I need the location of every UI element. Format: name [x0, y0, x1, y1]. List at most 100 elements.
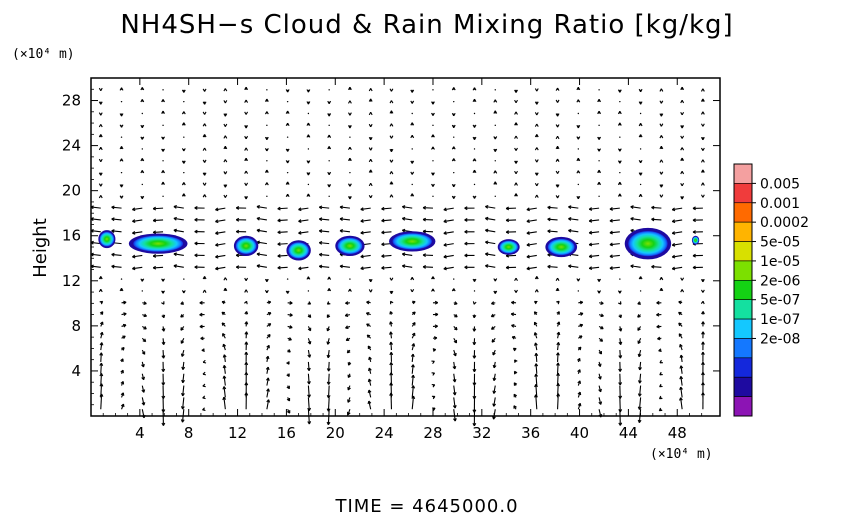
wind-vector-head	[505, 230, 510, 235]
wind-vector-head	[244, 99, 249, 103]
wind-vector-head	[472, 355, 477, 359]
wind-vector-head	[235, 206, 240, 210]
wind-vector-head	[568, 228, 572, 233]
wind-vector	[182, 361, 185, 370]
wind-vector-head	[223, 159, 228, 163]
wind-vector-head	[266, 399, 271, 403]
wind-vector-head	[679, 397, 683, 401]
wind-vector-head	[451, 112, 456, 117]
wind-vector-head	[679, 386, 683, 391]
wind-vector-head	[443, 254, 447, 259]
wind-vector	[173, 229, 184, 233]
colorbar-label: 0.005	[760, 176, 800, 192]
wind-vector	[598, 397, 602, 405]
wind-vector-head	[401, 228, 406, 233]
wind-vector-head	[161, 99, 165, 103]
wind-vector-head	[597, 181, 602, 186]
wind-vector-head	[659, 383, 663, 388]
wind-vector-head	[598, 350, 603, 355]
wind-vector	[672, 219, 683, 223]
wind-vector-head	[618, 328, 623, 332]
wind-vector-head	[202, 289, 207, 293]
wind-vector-head	[264, 278, 269, 283]
wind-vector-head	[638, 172, 643, 176]
wind-vector-head	[701, 351, 705, 355]
wind-vector-head	[680, 100, 685, 104]
wind-vector-head	[618, 341, 623, 345]
y-tick-label: 16	[62, 227, 81, 245]
wind-vector	[339, 218, 350, 221]
wind-vector-head	[678, 300, 682, 305]
x-tick-label: 36	[521, 424, 540, 442]
wind-vector	[443, 266, 454, 270]
wind-vector-dot	[453, 278, 455, 280]
colorbar-swatch	[733, 318, 753, 339]
wind-vector-head	[680, 277, 685, 281]
wind-vector-head	[389, 290, 394, 294]
wind-vector-head	[202, 371, 207, 376]
wind-vector-head	[700, 147, 705, 151]
wind-vector-head	[348, 86, 352, 91]
wind-vector-head	[701, 341, 705, 345]
wind-vector-head	[638, 193, 643, 198]
wind-vector	[153, 219, 164, 222]
wind-vector	[100, 393, 103, 410]
wind-vector-head	[244, 157, 249, 161]
wind-vector-head	[121, 347, 125, 351]
wind-vector	[568, 206, 579, 209]
wind-vector	[111, 253, 122, 256]
wind-vector-head	[597, 169, 602, 174]
wind-vector	[411, 364, 414, 374]
wind-vector	[153, 254, 164, 257]
wind-vector-head	[637, 380, 642, 384]
wind-vector-dot	[432, 160, 434, 162]
wind-vector-head	[617, 193, 622, 197]
wind-vector	[443, 207, 454, 211]
cloud-blob	[286, 240, 311, 261]
wind-vector-head	[348, 183, 352, 187]
wind-vector-head	[412, 300, 416, 305]
wind-vector	[672, 254, 683, 258]
wind-vector-head	[111, 205, 115, 210]
wind-vector-head	[326, 327, 331, 332]
wind-vector	[651, 218, 662, 221]
wind-vector-head	[244, 341, 249, 345]
wind-vector-head	[389, 194, 394, 198]
wind-vector-head	[143, 326, 147, 330]
wind-vector-dot	[162, 195, 164, 197]
wind-vector-head	[173, 264, 177, 268]
wind-vector-head	[680, 157, 685, 161]
wind-vector-head	[98, 195, 103, 199]
wind-vector-dot	[453, 136, 455, 138]
wind-vector-head	[161, 382, 166, 386]
wind-vector-head	[194, 241, 198, 246]
wind-vector-dot	[286, 100, 289, 103]
wind-vector	[132, 219, 143, 222]
wind-vector-head	[368, 289, 373, 293]
cloud-blob	[389, 231, 436, 252]
wind-vector	[453, 397, 456, 409]
wind-vector-head	[141, 363, 145, 368]
wind-vector-head	[452, 392, 457, 396]
wind-vector-head	[443, 207, 447, 212]
wind-vector-head	[651, 217, 655, 222]
wind-vector	[182, 373, 185, 383]
wind-vector-head	[534, 352, 539, 357]
wind-vector	[360, 266, 371, 270]
wind-vector-head	[443, 242, 447, 247]
wind-vector-head	[122, 323, 127, 328]
wind-vector-head	[360, 230, 364, 235]
wind-vector-head	[306, 276, 311, 280]
wind-vector-head	[422, 229, 427, 234]
wind-vector-head	[202, 359, 207, 364]
y-tick-label: 12	[62, 272, 81, 290]
wind-vector	[360, 219, 371, 222]
wind-vector	[589, 243, 600, 246]
wind-vector-head	[651, 205, 655, 210]
wind-vector-head	[368, 147, 373, 151]
wind-vector-head	[111, 217, 115, 222]
wind-vector-head	[285, 110, 290, 114]
wind-vector-head	[367, 378, 372, 383]
wind-vector	[256, 253, 267, 256]
wind-vector-head	[671, 231, 676, 235]
